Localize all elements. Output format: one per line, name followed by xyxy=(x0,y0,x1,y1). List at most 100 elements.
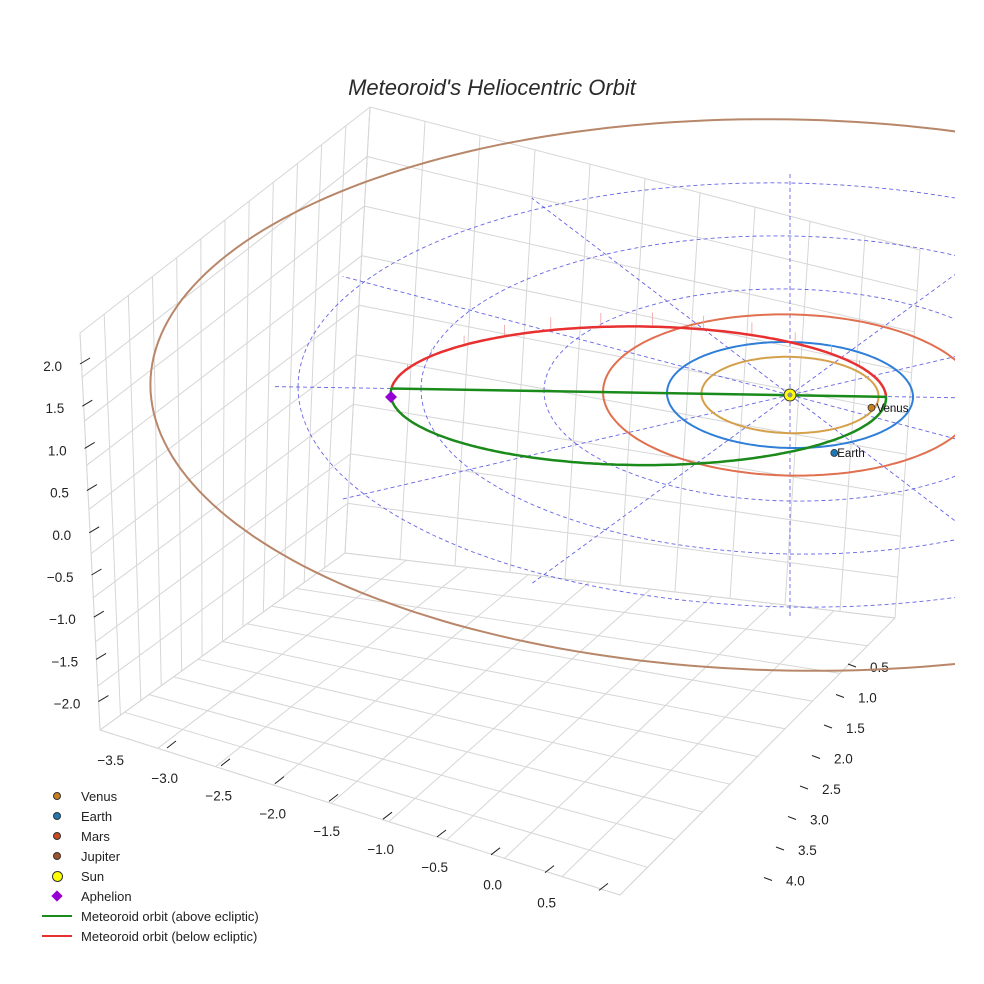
legend-label: Mars xyxy=(81,828,110,844)
legend-label: Meteoroid orbit (below ecliptic) xyxy=(81,928,258,944)
z-tick-mark xyxy=(98,695,109,703)
grid-line xyxy=(127,295,142,701)
earth-orbit xyxy=(666,341,914,449)
z-tick-label: −1.5 xyxy=(51,654,78,669)
z-tick-mark xyxy=(84,441,95,449)
earth-marker xyxy=(830,449,839,457)
grid-line xyxy=(95,453,901,643)
z-tick-mark xyxy=(82,399,93,407)
jupiter-orbit xyxy=(149,118,955,672)
x-tick-mark xyxy=(274,776,285,784)
z-tick-mark xyxy=(88,526,100,534)
y-tick-label: 2.5 xyxy=(822,782,841,797)
z-tick-mark xyxy=(79,357,91,365)
legend-label: Venus xyxy=(81,788,118,804)
grid-line xyxy=(88,304,909,510)
y-tick-mark xyxy=(787,816,797,820)
grid-line xyxy=(99,552,346,731)
grid-line xyxy=(564,164,591,580)
z-tick-label: −0.5 xyxy=(47,570,74,585)
grid-line xyxy=(504,603,774,859)
y-tick-mark xyxy=(763,877,773,881)
grid-line xyxy=(148,694,676,841)
legend-label: Meteoroid orbit (above ecliptic) xyxy=(81,908,259,924)
y-tick-mark xyxy=(847,663,857,668)
x-tick-mark xyxy=(544,865,555,873)
grid-line xyxy=(303,144,323,583)
y-tick-mark xyxy=(835,694,845,698)
ecliptic-spoke xyxy=(342,394,791,500)
grid-line xyxy=(222,641,758,757)
grid-line xyxy=(200,238,203,657)
legend-item: Venus xyxy=(38,786,259,806)
x-tick-mark xyxy=(382,811,393,820)
z-tick-label: 2.0 xyxy=(43,359,62,374)
grid-line xyxy=(176,257,183,672)
legend-label: Sun xyxy=(81,868,105,884)
grid-line xyxy=(79,106,921,334)
grid-line xyxy=(388,588,651,823)
z-tick-label: 1.5 xyxy=(46,401,65,416)
legend-label: Jupiter xyxy=(81,848,121,864)
grid-line xyxy=(619,178,646,586)
x-tick-mark xyxy=(436,829,447,838)
grid-line xyxy=(99,552,896,731)
z-tick-label: −1.0 xyxy=(49,612,76,627)
legend-item: Earth xyxy=(38,806,259,826)
grid-line xyxy=(157,559,407,749)
x-tick-label: −2.5 xyxy=(205,789,232,804)
legend-dot-icon xyxy=(38,846,76,866)
grid-line xyxy=(619,617,896,896)
x-tick-mark xyxy=(166,740,177,749)
grid-line xyxy=(324,125,347,568)
legend-dot-icon xyxy=(38,806,76,826)
grid-line xyxy=(729,207,756,599)
y-tick-label: 1.5 xyxy=(846,721,865,736)
legend-label: Earth xyxy=(81,808,113,824)
legend-item: Meteoroid orbit (above ecliptic) xyxy=(38,906,259,926)
chart-title: Meteoroid's Heliocentric Orbit xyxy=(348,75,637,100)
grid-line xyxy=(271,605,813,702)
meteoroid-orbit-above xyxy=(389,387,888,467)
grid-line xyxy=(103,314,121,716)
grid-line xyxy=(894,249,921,619)
grid-line xyxy=(90,354,907,554)
mars-label: M xyxy=(966,329,976,341)
grid-line xyxy=(222,219,226,642)
grid-line xyxy=(262,182,274,613)
grid-line xyxy=(86,255,912,466)
z-tick-label: 0.0 xyxy=(52,528,71,543)
x-tick-mark xyxy=(328,794,339,802)
grid-line xyxy=(509,149,536,573)
z-tick-label: 1.0 xyxy=(48,443,67,458)
x-tick-label: −1.5 xyxy=(313,824,340,839)
ecliptic-spoke xyxy=(789,394,955,522)
grid-line xyxy=(446,595,713,841)
legend-item: Jupiter xyxy=(38,846,259,866)
x-tick-mark xyxy=(490,847,501,856)
legend-dot-icon xyxy=(38,786,76,806)
grid-line xyxy=(399,121,426,560)
grid-line xyxy=(215,567,468,768)
grid-line xyxy=(330,581,590,804)
y-tick-label: 2.0 xyxy=(834,752,853,767)
x-tick-label: −1.0 xyxy=(367,842,394,857)
grid-line xyxy=(246,623,786,730)
x-tick-label: −0.5 xyxy=(421,860,448,875)
grid-line xyxy=(173,676,703,813)
z-tick-mark xyxy=(95,652,107,660)
legend-item: Sun xyxy=(38,866,259,886)
grid-line xyxy=(93,403,904,599)
grid-line xyxy=(454,135,481,567)
z-tick-label: 0.5 xyxy=(50,486,69,501)
x-tick-label: 0.5 xyxy=(537,895,556,910)
aphelion-marker xyxy=(385,391,397,403)
z-tick-label: −2.0 xyxy=(54,697,81,712)
x-tick-mark xyxy=(598,883,609,891)
z-tick-mark xyxy=(86,484,98,492)
legend-diamond-icon xyxy=(38,886,76,906)
ecliptic-spoke xyxy=(789,273,955,396)
x-tick-label: 0.0 xyxy=(483,878,502,893)
sun-center xyxy=(787,392,793,398)
meteoroid-orbit-below xyxy=(390,325,888,396)
